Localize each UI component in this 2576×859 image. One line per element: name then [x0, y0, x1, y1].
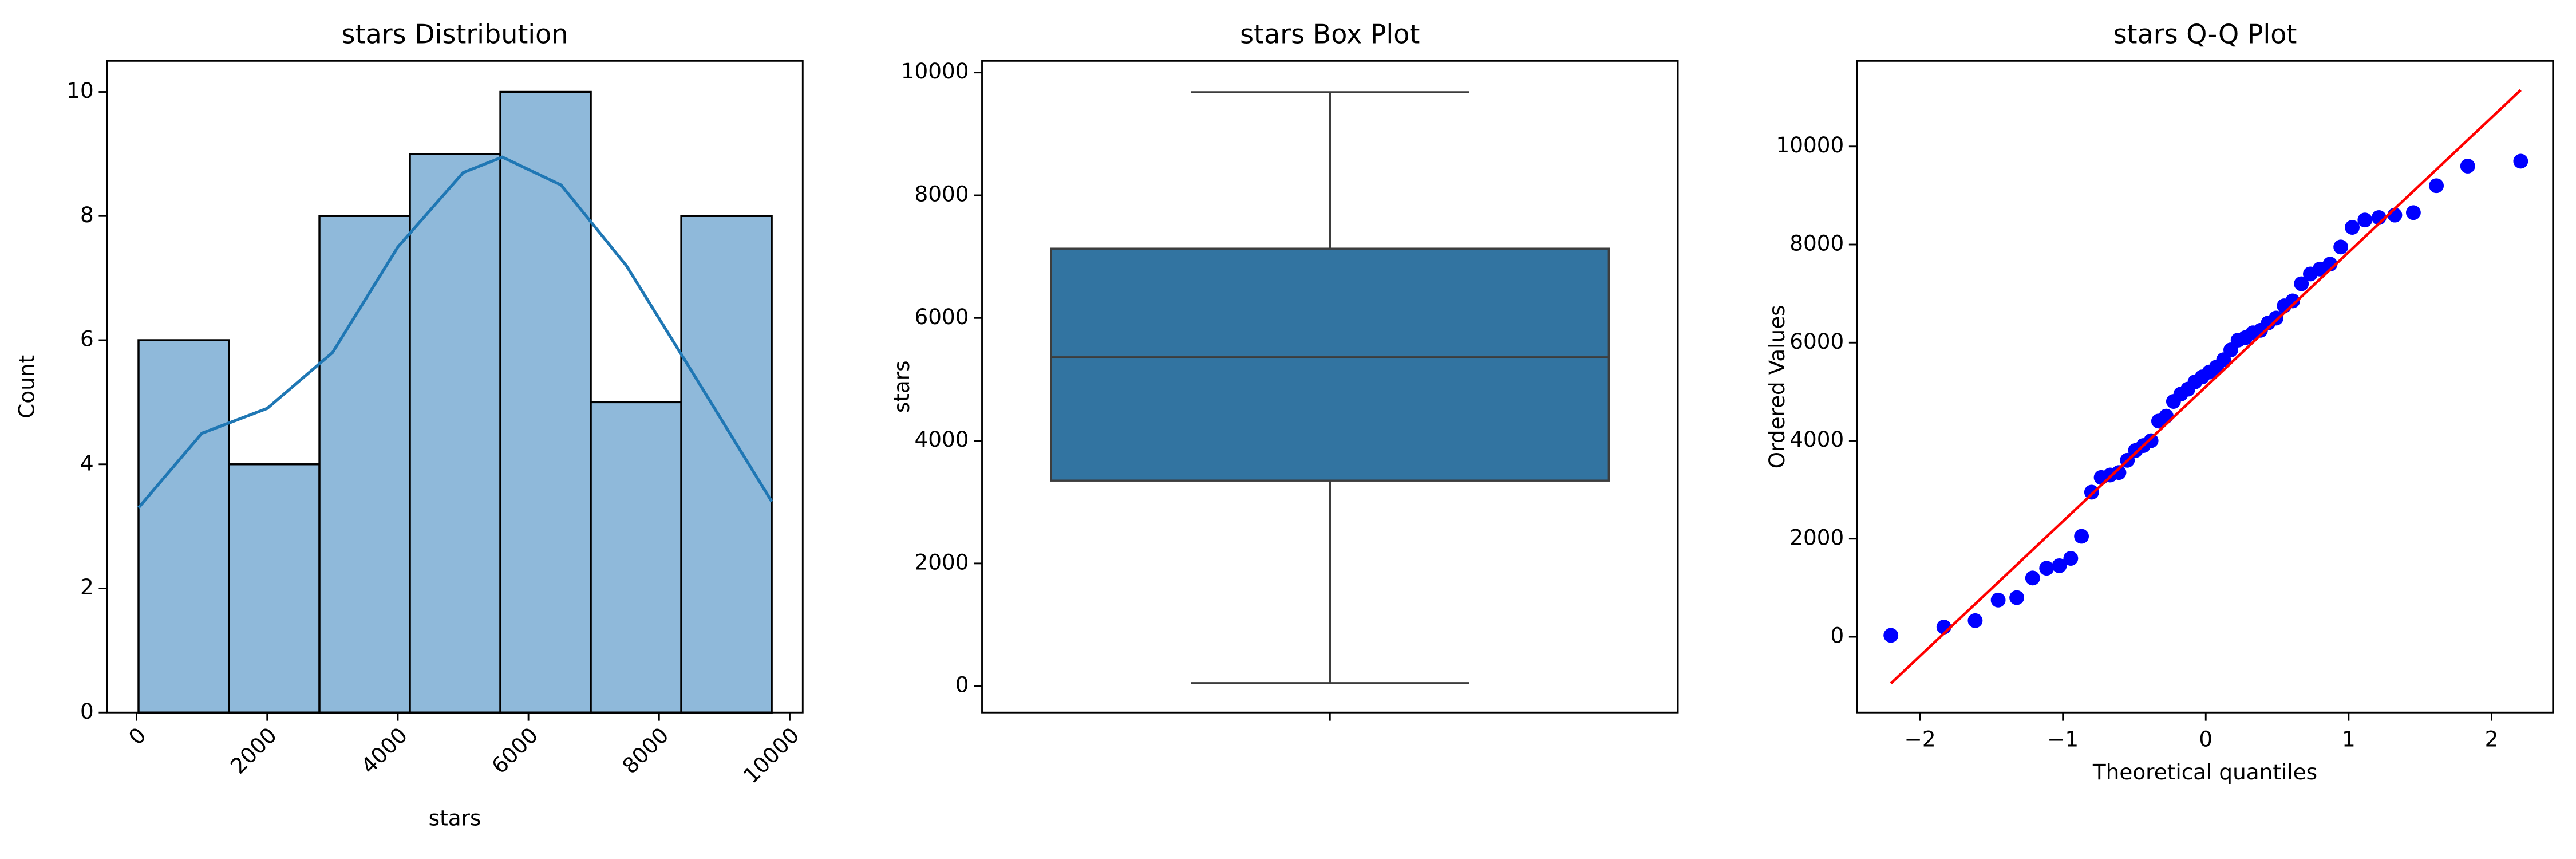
bar: [228, 463, 321, 714]
x-tick-label: 10000: [738, 722, 804, 788]
y-tick-label: 6: [80, 326, 94, 352]
box: [1050, 247, 1610, 482]
point: [2159, 408, 2174, 424]
point: [2333, 239, 2349, 255]
x-tick-label: −1: [2047, 727, 2079, 752]
y-tick-label: 8000: [1789, 231, 1844, 256]
y-tick-label: 2000: [914, 549, 969, 574]
point: [1967, 613, 1983, 628]
x-tick-label: 0: [2199, 727, 2212, 752]
y-axis-label: Ordered Values: [1764, 305, 1789, 468]
y-tick-label: 0: [1830, 623, 1844, 648]
bar: [499, 90, 592, 714]
chart-title: stars Q-Q Plot: [2113, 19, 2297, 50]
plot-frame: [106, 60, 804, 714]
x-axis-label: Theoretical quantiles: [2092, 759, 2317, 785]
point: [2429, 178, 2444, 194]
point: [2074, 529, 2089, 544]
x-tick-label: 1: [2342, 727, 2356, 752]
point: [2294, 276, 2309, 291]
point: [2084, 484, 2099, 500]
y-tick-label: 10000: [1776, 132, 1844, 157]
point: [2460, 159, 2475, 174]
point: [2063, 551, 2079, 566]
y-tick-label: 10: [66, 78, 94, 103]
point: [2009, 590, 2024, 605]
point: [2143, 433, 2159, 448]
chart-title: stars Box Plot: [1240, 19, 1420, 50]
y-tick-label: 8000: [914, 181, 969, 206]
point: [2357, 212, 2373, 228]
y-tick-label: 8: [80, 202, 94, 227]
plot-frame: [1856, 60, 2554, 714]
x-tick-label: −2: [1905, 727, 1936, 752]
x-axis-label: stars: [429, 806, 481, 831]
bar: [590, 401, 682, 714]
y-tick-label: 2000: [1789, 525, 1844, 550]
x-tick-label: 4000: [356, 722, 412, 778]
x-tick-label: 6000: [487, 722, 543, 778]
point: [2025, 570, 2040, 586]
chart-title: stars Distribution: [342, 19, 568, 50]
point: [2111, 465, 2127, 480]
point: [2269, 310, 2283, 326]
point: [2345, 220, 2360, 235]
kde-line: [137, 155, 773, 509]
point: [2052, 558, 2067, 573]
y-tick-label: 0: [80, 699, 94, 724]
y-tick-label: 0: [955, 672, 969, 698]
y-tick-label: 4000: [1789, 427, 1844, 452]
x-tick-label: 0: [124, 722, 151, 750]
fit-line: [1890, 89, 2522, 685]
bar: [318, 215, 411, 714]
x-tick-label: 2000: [226, 722, 282, 778]
bar: [680, 215, 773, 714]
point: [2513, 153, 2528, 169]
point: [2039, 561, 2055, 576]
point: [2285, 293, 2300, 309]
point: [1990, 592, 2006, 608]
y-tick-label: 4000: [914, 427, 969, 452]
y-axis-label: Count: [14, 355, 39, 419]
y-tick-label: 4: [80, 450, 94, 475]
y-tick-label: 6000: [914, 304, 969, 329]
y-tick-label: 10000: [901, 58, 969, 84]
bar: [409, 153, 501, 714]
x-tick-label: 8000: [617, 722, 673, 778]
point: [1883, 628, 1899, 643]
plot-frame: [981, 60, 1679, 714]
y-axis-label: stars: [889, 360, 914, 413]
x-tick-label: 2: [2485, 727, 2499, 752]
bar: [137, 339, 230, 714]
point: [2405, 205, 2421, 220]
y-tick-label: 6000: [1789, 329, 1844, 354]
y-tick-label: 2: [80, 574, 94, 600]
